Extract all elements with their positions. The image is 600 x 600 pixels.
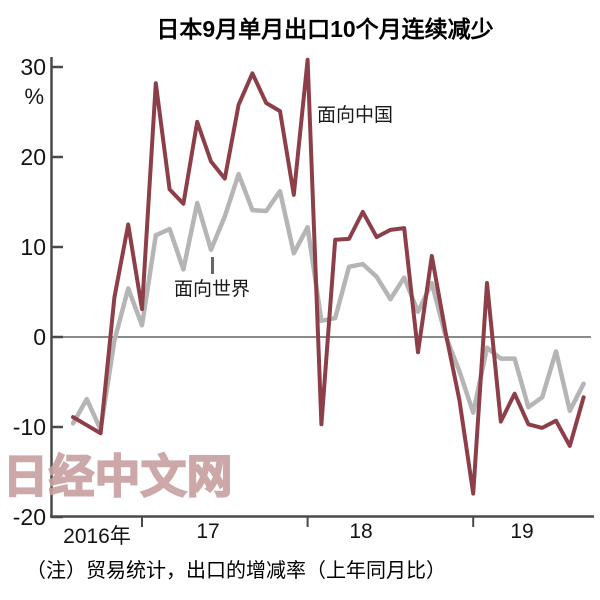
x-tick-label-17: 17 <box>196 520 220 543</box>
y-tick-label-10: 10 <box>20 234 46 260</box>
y-tick-label-m10: -10 <box>12 414 46 440</box>
y-tick-label-20: 20 <box>20 144 46 170</box>
x-tick-label-18: 18 <box>349 520 373 543</box>
legend-china-label: 面向中国 <box>317 105 394 126</box>
legend-world-pointer-line <box>211 257 214 274</box>
legend-world-label: 面向世界 <box>174 279 251 300</box>
footnote: （注）贸易统计，出口的增减率（上年同月比） <box>26 560 446 582</box>
china-series-line <box>71 57 586 496</box>
chart-series-group <box>51 57 591 527</box>
x-tick-label-2016: 2016年 <box>63 525 131 548</box>
y-tick-label-m20: -20 <box>12 504 46 530</box>
x-tick-label-19: 19 <box>510 520 534 543</box>
y-axis-unit-label: % <box>24 84 44 109</box>
y-tick-label-30: 30 <box>20 54 46 80</box>
watermark-logo: 日经中文网 <box>2 450 234 503</box>
chart-title: 日本9月单月出口10个月连续减少 <box>156 16 494 42</box>
y-tick-label-0: 0 <box>33 324 46 350</box>
